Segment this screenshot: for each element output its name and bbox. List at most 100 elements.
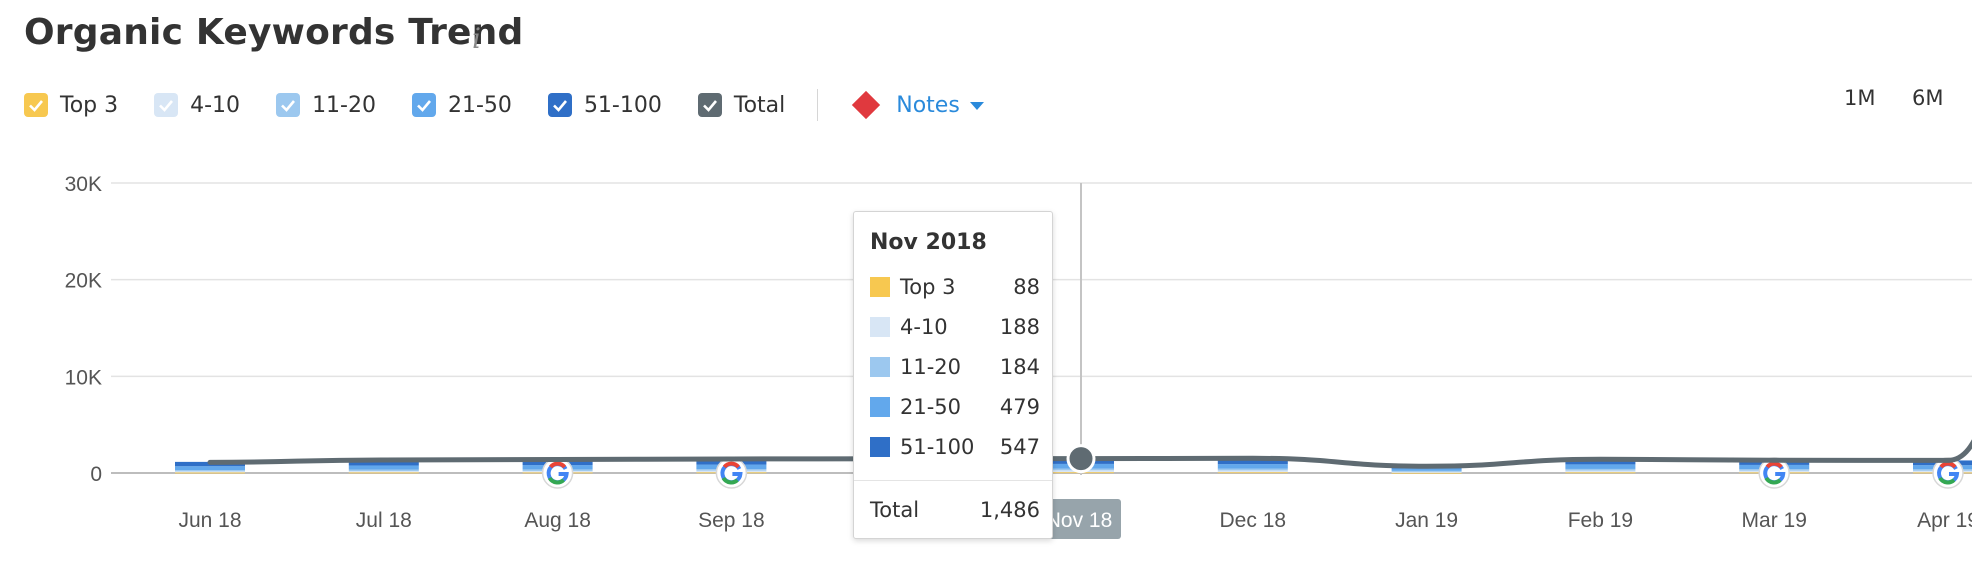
bar-segment [348,465,419,470]
legend-label: 21-50 [448,92,512,118]
google-update-icon [541,457,574,489]
bar-segment [175,472,245,474]
tooltip-row-value: 184 [999,355,1040,379]
tooltip-row-label: 21-50 [900,395,962,419]
y-tick-label: 20K [65,270,102,293]
bar-segment [1565,464,1636,469]
checkbox-icon[interactable] [547,93,572,117]
bar-segment [1565,459,1636,465]
bar-segment [348,472,419,474]
legend: Top 3 4-10 11-20 21-50 51-100 Total Note… [24,88,984,122]
tooltip-row: Top 3 88 [870,272,1040,302]
x-tick-label: Jun 18 [178,509,241,532]
x-tick-label: Feb 19 [1568,509,1633,532]
tooltip-row-label: 51-100 [900,435,975,459]
bar-segment [1217,458,1288,465]
x-tick-label: Sep 18 [698,509,765,532]
bar-segment [348,460,419,466]
google-icon-bottom [1764,476,1782,485]
bar-segment [1391,470,1462,472]
google-update-icon [715,457,748,489]
bar-segment [1217,472,1288,474]
tooltip-row-value: 479 [999,395,1040,419]
google-icon-bottom [1938,476,1956,485]
tooltip-total: Total 1,486 [870,498,1040,522]
x-tick-label: Mar 19 [1742,509,1807,532]
tooltip-row-label: 11-20 [900,355,962,379]
legend-divider [817,89,819,121]
tooltip-total-value: 1,486 [979,498,1040,522]
tooltip-row: 4-10 188 [870,312,1040,342]
google-icon-top [722,461,740,469]
chart-title: Organic Keywords Trend [24,12,524,53]
x-tick-label: Dec 18 [1220,509,1287,532]
legend-label: 4-10 [190,92,241,118]
y-tick-label: 30K [65,173,102,196]
tooltip-row-value: 547 [999,435,1040,459]
caret-down-icon [969,102,984,110]
tooltip-row: 21-50 479 [870,392,1040,422]
x-tick-label: Jan 19 [1395,509,1458,532]
legend-label: Total [733,92,786,118]
x-tick-label: Apr 19 [1917,509,1972,532]
bar-segment [1217,468,1288,471]
notes-dropdown[interactable]: Notes [848,90,984,120]
bar-segment [348,471,419,473]
bar-segment [1565,468,1636,471]
checkbox-icon[interactable] [412,93,436,117]
google-icon-top [1765,461,1783,469]
bar-segment [1391,471,1462,473]
tooltip-row-label: 4-10 [900,315,948,339]
tooltip-row-value: 88 [1013,275,1040,299]
legend-item-11-20[interactable]: 11-20 [276,93,376,118]
legend-item-51-100[interactable]: 51-100 [547,92,662,118]
bar-segment [1391,468,1462,471]
tooltip-swatch [870,277,890,297]
tooltip-title: Nov 2018 [870,230,987,255]
bar-segment [175,470,245,472]
x-tick-label: Nov 18 [1046,509,1113,532]
checkbox-icon[interactable] [276,93,301,117]
y-tick-label: 10K [65,366,102,389]
checkbox-icon[interactable] [697,93,722,117]
bar-segment [175,466,245,471]
period-1m-button[interactable]: 1M [1844,86,1876,110]
tooltip-swatch [870,437,890,457]
legend-label: 51-100 [583,92,662,118]
legend-label: 11-20 [312,92,376,118]
tooltip-swatch [870,317,890,337]
period-6m-button[interactable]: 6M [1912,86,1944,110]
checkbox-icon[interactable] [24,93,48,117]
legend-label: Top 3 [60,92,119,118]
bar-segment [1217,470,1288,473]
tooltip-divider [854,480,1052,481]
tooltip-total-label: Total [870,498,920,522]
google-icon-bottom [721,476,739,485]
tooltip-row-value: 188 [999,315,1040,339]
legend-item-4-10[interactable]: 4-10 [154,93,240,118]
tooltip: Nov 2018 Top 3 88 4-10 188 11-20 184 21-… [853,211,1053,539]
info-icon[interactable]: i [472,22,481,55]
bar-segment [1217,464,1288,469]
bar-segment [348,469,419,472]
google-icon-bottom [547,476,565,485]
notes-label: Notes [896,92,960,118]
google-icon-top [549,461,567,469]
google-icon-top [1939,461,1957,469]
legend-item-total[interactable]: Total [697,92,786,118]
checkbox-icon[interactable] [154,93,179,117]
bar-segment [175,471,245,473]
bar-segment [1565,470,1636,473]
bar-segment [1565,472,1636,474]
x-tick-label: Aug 18 [524,509,591,532]
legend-item-top-3[interactable]: Top 3 [24,93,118,118]
x-tick-label: Jul 18 [356,509,412,532]
google-update-icon [1758,457,1790,489]
tooltip-row: 51-100 547 [870,432,1040,462]
legend-item-21-50[interactable]: 21-50 [412,93,512,118]
bar-segment [1391,472,1462,474]
tooltip-swatch [870,357,890,377]
y-tick-label: 0 [90,463,102,486]
note-diamond-icon [852,90,881,120]
